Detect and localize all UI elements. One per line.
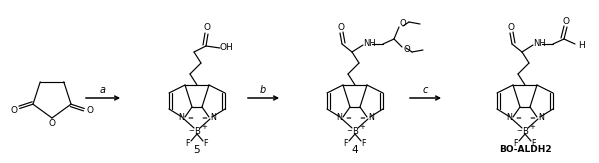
Text: BO-ALDH2: BO-ALDH2 bbox=[499, 146, 551, 155]
Text: N: N bbox=[506, 112, 512, 121]
Text: b: b bbox=[260, 85, 266, 95]
Text: O: O bbox=[86, 106, 93, 115]
Text: H: H bbox=[578, 40, 585, 50]
Text: +: + bbox=[359, 124, 365, 130]
Text: a: a bbox=[100, 85, 106, 95]
Text: c: c bbox=[422, 85, 428, 95]
Text: F: F bbox=[362, 140, 366, 148]
Text: =: = bbox=[515, 115, 521, 121]
Text: B: B bbox=[352, 126, 358, 135]
Text: OH: OH bbox=[220, 44, 234, 52]
Text: O: O bbox=[204, 23, 210, 32]
Text: O: O bbox=[562, 16, 570, 25]
Text: B: B bbox=[194, 126, 200, 135]
Text: N: N bbox=[178, 112, 184, 121]
Text: =: = bbox=[359, 115, 365, 121]
Text: N: N bbox=[368, 112, 374, 121]
Text: =: = bbox=[345, 115, 351, 121]
Text: F: F bbox=[514, 140, 518, 148]
Text: NH: NH bbox=[363, 39, 376, 49]
Text: O: O bbox=[404, 45, 411, 54]
Text: O: O bbox=[507, 22, 515, 31]
Text: F: F bbox=[204, 140, 208, 148]
Text: =: = bbox=[529, 115, 535, 121]
Text: +: + bbox=[529, 124, 535, 130]
Text: O: O bbox=[10, 106, 17, 115]
Text: −: − bbox=[346, 128, 352, 134]
Text: NH: NH bbox=[533, 39, 546, 49]
Text: −: − bbox=[188, 128, 194, 134]
Text: N: N bbox=[210, 112, 216, 121]
Text: F: F bbox=[186, 140, 190, 148]
Text: O: O bbox=[49, 119, 56, 127]
Text: O: O bbox=[400, 20, 407, 29]
Text: O: O bbox=[337, 22, 344, 31]
Text: =: = bbox=[201, 115, 207, 121]
Text: +: + bbox=[201, 124, 207, 130]
Text: F: F bbox=[532, 140, 536, 148]
Text: 5: 5 bbox=[193, 145, 200, 155]
Text: N: N bbox=[538, 112, 544, 121]
Text: F: F bbox=[344, 140, 348, 148]
Text: B: B bbox=[522, 126, 528, 135]
Text: 4: 4 bbox=[352, 145, 358, 155]
Text: −: − bbox=[516, 128, 522, 134]
Text: N: N bbox=[336, 112, 342, 121]
Text: =: = bbox=[187, 115, 193, 121]
